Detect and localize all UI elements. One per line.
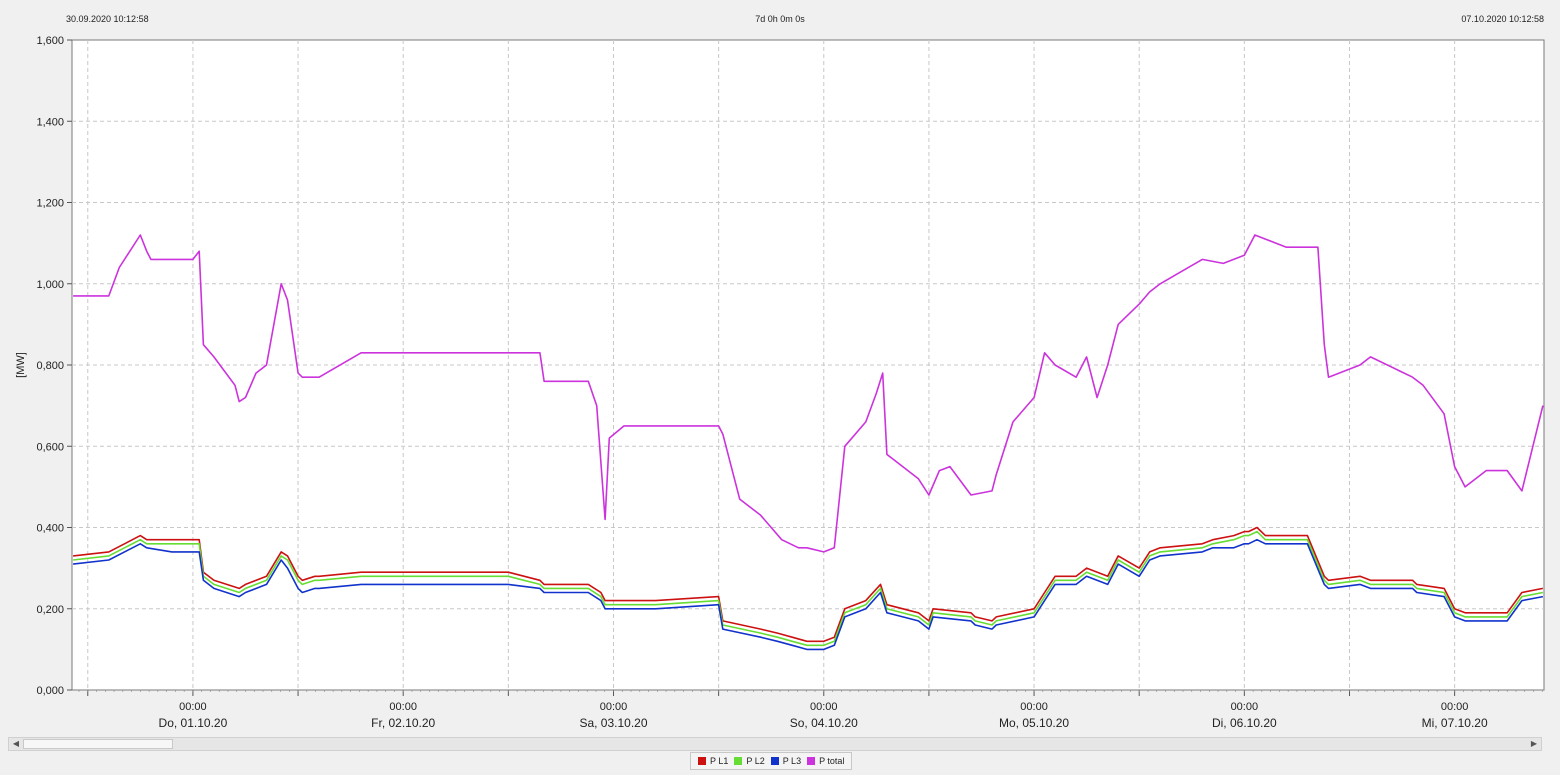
legend-label: P L3 bbox=[782, 756, 802, 766]
y-tick-label: 0,200 bbox=[36, 604, 64, 616]
scroll-right-arrow-icon[interactable]: ▶ bbox=[1530, 739, 1538, 748]
scroll-thumb[interactable] bbox=[23, 739, 173, 749]
x-tick-time-label: 00:00 bbox=[600, 701, 628, 713]
axes: 0,000 0,200 0,400 0,600 0,800 1,000 1,200 1,400… bbox=[36, 35, 1543, 730]
series-line-p-l3 bbox=[73, 538, 1544, 651]
y-tick-label: 1,000 bbox=[36, 279, 64, 291]
x-tick-time-label: 00:00 bbox=[1441, 701, 1469, 713]
legend-label: P L2 bbox=[746, 756, 765, 766]
x-tick-time-label: 00:00 bbox=[810, 701, 838, 713]
series-line-p-total bbox=[73, 234, 1544, 553]
x-tick-date-label: Mi, 07.10.20 bbox=[1422, 716, 1488, 730]
x-tick-time-label: 00:00 bbox=[179, 701, 207, 713]
x-tick-date-label: So, 04.10.20 bbox=[790, 716, 858, 730]
end-timestamp: 07.10.2020 10:12:58 bbox=[1461, 14, 1544, 24]
x-tick-time-label: 00:00 bbox=[389, 701, 417, 713]
legend-item-p-l1[interactable]: P L1 bbox=[698, 756, 728, 766]
x-tick-date-label: Sa, 03.10.20 bbox=[579, 716, 647, 730]
legend-swatch bbox=[807, 757, 816, 765]
x-tick-date-label: Mo, 05.10.20 bbox=[999, 716, 1069, 730]
legend-swatch bbox=[734, 757, 743, 765]
y-tick-label: 1,400 bbox=[36, 116, 64, 128]
legend-swatch bbox=[698, 757, 706, 765]
power-line-chart[interactable]: 0,000 0,200 0,400 0,600 0,800 1,000 1,200 1,400… bbox=[0, 0, 1560, 735]
y-tick-label: 1,600 bbox=[36, 35, 64, 47]
series-layer bbox=[73, 234, 1544, 651]
legend-item-p-total[interactable]: P total bbox=[807, 756, 844, 766]
y-tick-label: 0,800 bbox=[36, 360, 64, 372]
legend-item-p-l3[interactable]: P L3 bbox=[770, 756, 802, 766]
legend-swatch bbox=[770, 757, 779, 765]
y-tick-label: 0,400 bbox=[36, 523, 64, 535]
series-line-p-l1 bbox=[73, 526, 1544, 643]
legend-item-p-l2[interactable]: P L2 bbox=[734, 756, 765, 766]
legend-label: P total bbox=[819, 756, 845, 766]
time-span-label: 7d 0h 0m 0s bbox=[755, 14, 805, 24]
y-tick-label: 1,200 bbox=[36, 198, 64, 210]
horizontal-scrollbar[interactable]: ◀ ▶ bbox=[8, 737, 1542, 751]
legend-label: P L1 bbox=[710, 756, 729, 766]
x-tick-time-label: 00:00 bbox=[1231, 701, 1259, 713]
y-tick-label: 0,000 bbox=[36, 685, 64, 697]
x-tick-date-label: Di, 06.10.20 bbox=[1212, 716, 1277, 730]
y-tick-label: 0,600 bbox=[36, 441, 64, 453]
x-tick-date-label: Fr, 02.10.20 bbox=[371, 716, 435, 730]
grid bbox=[72, 40, 1544, 690]
y-axis-label: [MW] bbox=[15, 352, 27, 378]
scroll-left-arrow-icon[interactable]: ◀ bbox=[12, 739, 20, 748]
start-timestamp: 30.09.2020 10:12:58 bbox=[66, 14, 149, 24]
x-tick-time-label: 00:00 bbox=[1020, 701, 1048, 713]
x-tick-date-label: Do, 01.10.20 bbox=[159, 716, 228, 730]
chart-legend: P L1 P L2 P L3 P total bbox=[690, 752, 853, 770]
series-line-p-l2 bbox=[73, 530, 1544, 647]
